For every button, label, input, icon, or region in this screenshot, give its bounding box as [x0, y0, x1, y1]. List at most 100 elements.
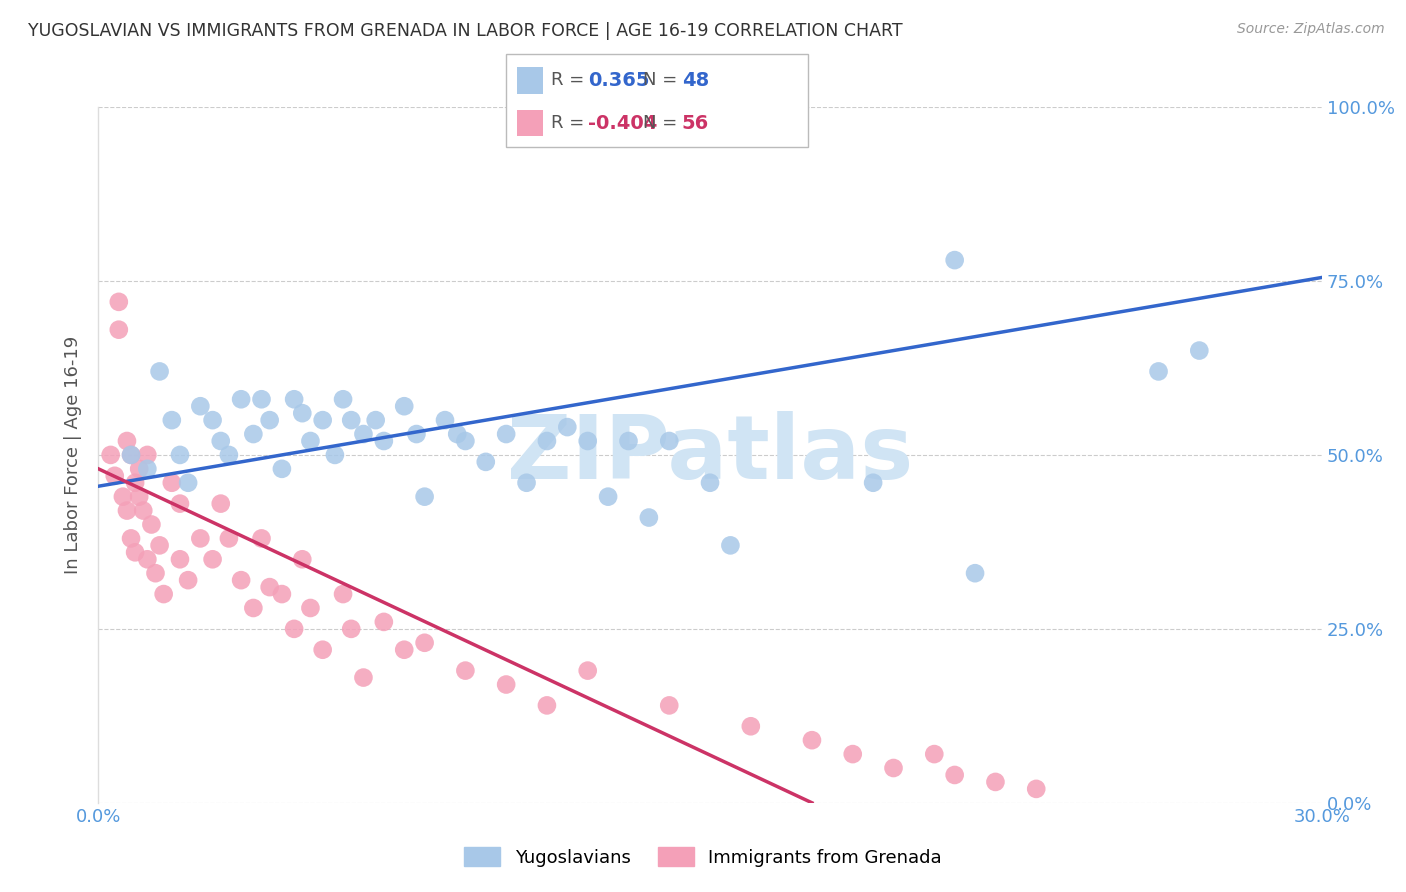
Point — [413, 636, 436, 650]
Point — [352, 427, 374, 442]
Point — [283, 392, 305, 407]
Point — [132, 503, 155, 517]
Point — [128, 462, 150, 476]
Point — [141, 517, 163, 532]
Point — [454, 434, 477, 448]
Point — [495, 427, 517, 442]
Point — [104, 468, 127, 483]
Point — [259, 413, 281, 427]
Point — [516, 475, 538, 490]
Point — [152, 587, 174, 601]
Point — [124, 475, 146, 490]
Point — [312, 413, 335, 427]
Point — [136, 462, 159, 476]
Point — [576, 434, 599, 448]
Point — [169, 448, 191, 462]
Point — [231, 573, 253, 587]
Point — [740, 719, 762, 733]
Point — [209, 497, 232, 511]
Point — [720, 538, 742, 552]
Legend: Yugoslavians, Immigrants from Grenada: Yugoslavians, Immigrants from Grenada — [457, 840, 949, 874]
Point — [115, 503, 138, 517]
Point — [312, 642, 335, 657]
Text: R =: R = — [551, 71, 591, 89]
Text: N =: N = — [643, 71, 682, 89]
Point — [136, 552, 159, 566]
Point — [474, 455, 498, 469]
Point — [332, 587, 354, 601]
Point — [862, 475, 884, 490]
Text: 48: 48 — [682, 70, 709, 90]
Point — [1025, 781, 1047, 796]
Text: YUGOSLAVIAN VS IMMIGRANTS FROM GRENADA IN LABOR FORCE | AGE 16-19 CORRELATION CH: YUGOSLAVIAN VS IMMIGRANTS FROM GRENADA I… — [28, 22, 903, 40]
Point — [340, 413, 363, 427]
Text: ZIPatlas: ZIPatlas — [508, 411, 912, 499]
Point — [943, 768, 966, 782]
Point — [160, 413, 183, 427]
Point — [120, 448, 142, 462]
Text: N =: N = — [643, 114, 682, 132]
Point — [352, 671, 374, 685]
Point — [495, 677, 517, 691]
Point — [536, 434, 558, 448]
Point — [128, 490, 150, 504]
Point — [536, 698, 558, 713]
Point — [291, 552, 314, 566]
Point — [100, 448, 122, 462]
Point — [364, 413, 387, 427]
Point — [801, 733, 824, 747]
Point — [149, 538, 172, 552]
Text: R =: R = — [551, 114, 591, 132]
Point — [434, 413, 457, 427]
Point — [291, 406, 314, 420]
Point — [160, 475, 183, 490]
Point — [120, 448, 142, 462]
Point — [108, 294, 131, 309]
Point — [638, 510, 661, 524]
Point — [124, 545, 146, 559]
Point — [392, 399, 416, 413]
Point — [242, 601, 264, 615]
Point — [115, 434, 138, 448]
Point — [149, 364, 172, 378]
Point — [576, 664, 599, 678]
Point — [658, 434, 681, 448]
Point — [201, 552, 224, 566]
Point — [177, 475, 200, 490]
Point — [218, 532, 240, 546]
Point — [413, 490, 436, 504]
Point — [699, 475, 721, 490]
Point — [136, 448, 159, 462]
Point — [557, 420, 579, 434]
Point — [177, 573, 200, 587]
Point — [108, 323, 131, 337]
Point — [250, 392, 273, 407]
Point — [201, 413, 224, 427]
Point — [405, 427, 427, 442]
Point — [984, 775, 1007, 789]
Point — [259, 580, 281, 594]
Point — [598, 490, 620, 504]
Point — [965, 566, 987, 581]
Point — [617, 434, 640, 448]
Text: -0.404: -0.404 — [588, 113, 657, 133]
Point — [922, 747, 945, 761]
Point — [250, 532, 273, 546]
Point — [454, 664, 477, 678]
Point — [841, 747, 863, 761]
Point — [169, 497, 191, 511]
Point — [1147, 364, 1170, 378]
Point — [242, 427, 264, 442]
Point — [120, 532, 142, 546]
Point — [299, 434, 322, 448]
Point — [392, 642, 416, 657]
Point — [283, 622, 305, 636]
Point — [658, 698, 681, 713]
Point — [943, 253, 966, 268]
Text: Source: ZipAtlas.com: Source: ZipAtlas.com — [1237, 22, 1385, 37]
Text: 56: 56 — [682, 113, 709, 133]
Point — [883, 761, 905, 775]
Point — [332, 392, 354, 407]
Point — [111, 490, 134, 504]
Point — [1188, 343, 1211, 358]
